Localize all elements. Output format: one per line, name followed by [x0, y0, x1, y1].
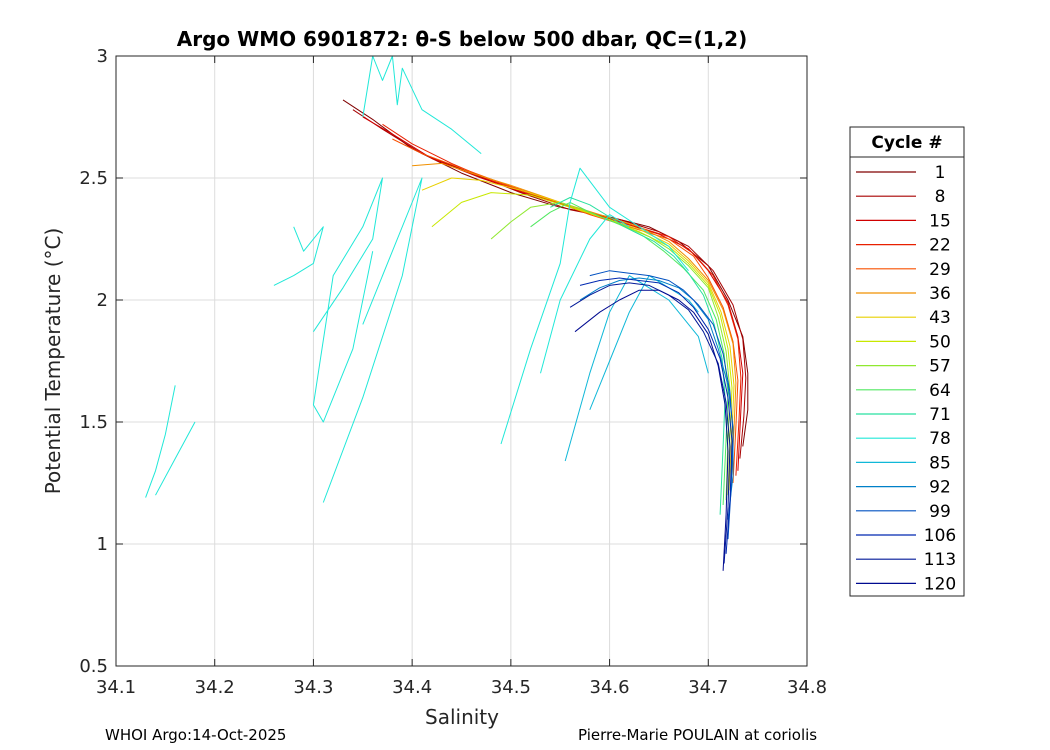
legend-label-106: 106 [924, 526, 956, 546]
y-tick-label: 3 [97, 46, 108, 67]
series-line-11 [145, 385, 176, 498]
series-line-17 [500, 167, 689, 445]
legend-entries: 1 8 15 22 29 36 43 50 57 64 71 78 85 92 99 106 113 120 [856, 163, 956, 594]
legend-label-57: 57 [929, 357, 951, 377]
series-line-10 [550, 197, 726, 515]
series-line-23 [579, 277, 733, 554]
legend-label-8: 8 [935, 187, 946, 207]
axis-ticks: 34.1 34.2 34.3 34.4 34.5 34.6 34.7 34.8 0.5 1 1.5 2… [79, 46, 827, 698]
legend-label-15: 15 [929, 211, 951, 231]
chart-title: Argo WMO 6901872: θ-S below 500 dbar, QC… [177, 27, 747, 51]
legend-label-36: 36 [929, 284, 951, 304]
x-tick-label: 34.6 [590, 677, 630, 698]
legend-label-43: 43 [929, 308, 951, 328]
x-tick-label: 34.1 [96, 677, 136, 698]
x-tick-label: 34.7 [688, 677, 728, 698]
x-tick-label: 34.2 [195, 677, 235, 698]
x-axis-label: Salinity [425, 705, 499, 729]
plot-area: 34.1 34.2 34.3 34.4 34.5 34.6 34.7 34.8 0.5 1 1.5 2… [79, 46, 827, 698]
series-line-22 [589, 270, 734, 540]
series-line-15 [322, 177, 423, 503]
legend: Cycle # 18152229364350576471788592991061… [849, 126, 965, 597]
x-tick-label: 34.5 [491, 677, 531, 698]
legend-label-78: 78 [929, 429, 951, 449]
series-line-8 [490, 201, 731, 501]
legend-label-1: 1 [935, 163, 946, 183]
x-tick-label: 34.8 [787, 677, 827, 698]
series-layer [145, 55, 749, 571]
legend-label-99: 99 [929, 502, 951, 522]
legend-label-113: 113 [924, 550, 956, 570]
series-line-2 [362, 116, 744, 471]
plot-background [116, 56, 807, 666]
x-tick-label: 34.4 [392, 677, 432, 698]
plot-frame [115, 55, 808, 667]
legend-label-22: 22 [929, 236, 951, 256]
series-line-14 [312, 177, 383, 423]
footer-left: WHOI Argo:14-Oct-2025 [105, 726, 286, 744]
y-tick-label: 2 [97, 290, 108, 311]
series-line-6 [421, 177, 735, 491]
y-tick-label: 0.5 [79, 656, 108, 677]
series-line-9 [530, 201, 729, 506]
legend-title: Cycle # [871, 133, 942, 153]
legend-label-92: 92 [929, 478, 951, 498]
series-line-25 [574, 289, 729, 571]
series-line-18 [540, 214, 630, 374]
series-line-24 [569, 282, 731, 564]
legend-label-71: 71 [929, 405, 951, 425]
legend-box [849, 126, 965, 597]
legend-label-85: 85 [929, 453, 951, 473]
series-line-13 [273, 226, 324, 286]
legend-label-29: 29 [929, 260, 951, 280]
y-tick-label: 2.5 [79, 168, 108, 189]
y-tick-label: 1.5 [79, 412, 108, 433]
legend-label-64: 64 [929, 381, 951, 401]
series-line-19 [564, 275, 709, 462]
series-line-5 [412, 162, 737, 486]
y-axis-label: Potential Temperature (°C) [41, 228, 65, 495]
series-line-12 [155, 421, 196, 496]
legend-label-120: 120 [924, 574, 956, 594]
footer-right: Pierre-Marie POULAIN at coriolis [578, 726, 817, 744]
series-line-4 [392, 138, 739, 484]
legend-label-50: 50 [929, 332, 951, 352]
y-tick-label: 1 [97, 534, 108, 555]
series-line-16 [362, 55, 482, 154]
x-tick-label: 34.3 [293, 677, 333, 698]
